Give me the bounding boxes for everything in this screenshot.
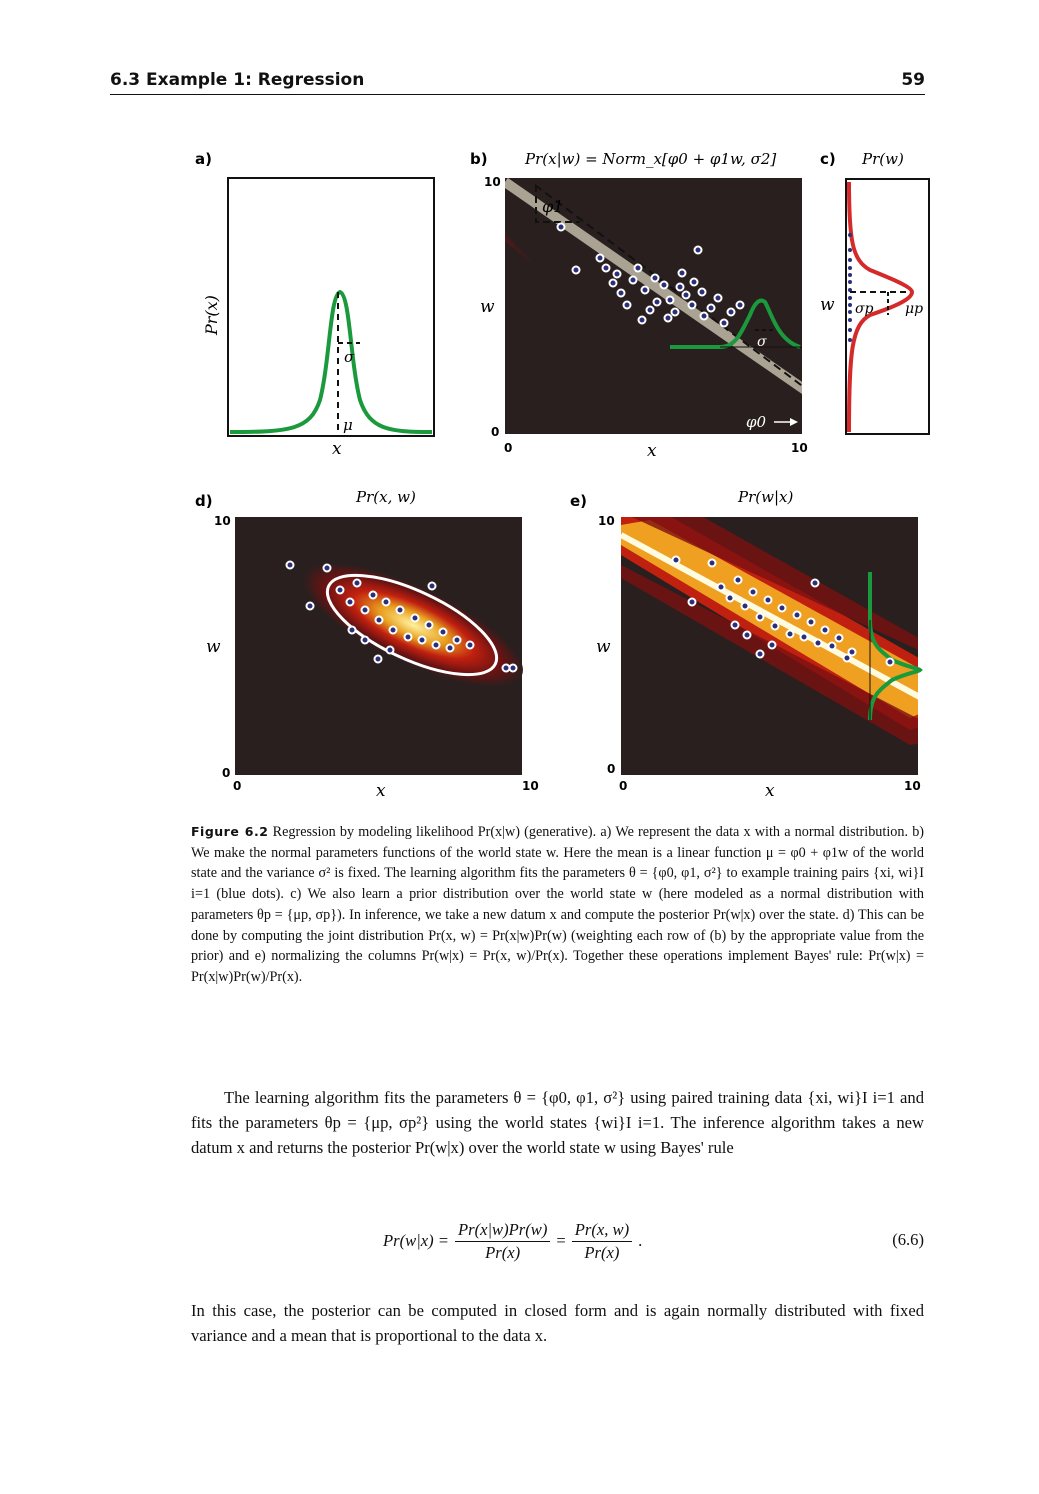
panel-c-sigma-p: σp — [855, 301, 874, 317]
panel-c-letter: c) — [820, 150, 836, 168]
equation-den2: Pr(x) — [584, 1242, 620, 1262]
panel-b-likelihood-band — [505, 178, 802, 434]
panel-b-xmin: 0 — [504, 441, 512, 455]
panel-a-letter: a) — [195, 150, 212, 168]
panel-c-prior — [847, 181, 915, 433]
panel-e-ymax: 10 — [598, 514, 615, 528]
equation-den1: Pr(x) — [485, 1242, 521, 1262]
panel-d-xmin: 0 — [233, 779, 241, 793]
page-number: 59 — [901, 70, 925, 90]
panel-a-sigma: σ — [344, 348, 355, 366]
panel-c-title: Pr(w) — [861, 150, 904, 168]
panel-b-sigma: σ — [757, 334, 767, 350]
figure-6-2: a) σ μ x Pr(x) b) Pr(x|w) = Norm_x[φ0 + … — [180, 140, 940, 820]
body-paragraph-1: The learning algorithm fits the paramete… — [191, 1088, 924, 1157]
panel-c-mu-p: μp — [905, 301, 923, 317]
panel-b-dots — [556, 222, 745, 328]
panel-d-ylabel: w — [206, 637, 221, 657]
panel-a-gaussian — [229, 289, 433, 434]
running-header: 6.3 Example 1: Regression 59 — [110, 68, 925, 95]
caption-text: Regression by modeling likelihood Pr(x|w… — [191, 824, 925, 985]
panel-b-phi1: φ1 — [542, 197, 563, 216]
panel-e-xmax: 10 — [904, 779, 921, 793]
panel-e-ymin: 0 — [607, 762, 615, 776]
equation-number: (6.6) — [892, 1230, 924, 1249]
panel-d-ymin: 0 — [222, 766, 230, 780]
panel-b-xlabel: x — [647, 441, 657, 461]
panel-b-ylabel: w — [480, 297, 495, 317]
panel-e-ylabel: w — [596, 637, 611, 657]
panel-d-xmax: 10 — [522, 779, 539, 793]
panel-c: c) Pr(w) σp μp w — [820, 150, 930, 435]
equation-num1: Pr(x|w)Pr(w) — [455, 1220, 551, 1242]
panel-b-letter: b) — [470, 150, 488, 168]
panel-e-letter: e) — [570, 492, 587, 510]
equation-6-6: Pr(w|x) = Pr(x|w)Pr(w) Pr(x) = Pr(x, w) … — [191, 1208, 924, 1274]
panel-e-xlabel: x — [765, 781, 775, 801]
panel-a: a) σ μ x Pr(x) — [195, 150, 435, 459]
panel-d-contour — [325, 573, 499, 677]
panel-d-joint-density — [303, 563, 523, 687]
panel-b-xmax: 10 — [791, 441, 808, 455]
panel-b-ymax: 10 — [484, 175, 501, 189]
equation-end: . — [638, 1231, 643, 1250]
panel-a-xlabel: x — [332, 439, 342, 459]
body-paragraph-2: In this case, the posterior can be compu… — [191, 1301, 924, 1345]
equation-lhs: Pr(w|x) = — [383, 1231, 449, 1250]
panel-d-dots — [285, 560, 518, 673]
caption-label: Figure 6.2 — [191, 824, 269, 839]
panel-d-letter: d) — [195, 492, 213, 510]
panel-d: d) Pr(x, w) 10 0 0 10 x w — [195, 488, 539, 801]
panel-c-ylabel: w — [820, 295, 835, 315]
panel-e-gaussian — [868, 572, 923, 721]
panel-e-dots — [671, 555, 895, 667]
panel-d-xlabel: x — [376, 781, 386, 801]
panel-e-title: Pr(w|x) — [737, 488, 793, 506]
panel-a-mu: μ — [343, 416, 353, 434]
panel-b-phi0: φ0 — [746, 413, 767, 431]
panel-e: e) Pr(w|x) 10 0 0 10 x w — [570, 488, 923, 801]
equation-num2: Pr(x, w) — [571, 1220, 633, 1242]
panel-b-gaussian — [670, 298, 801, 349]
panel-e-xmin: 0 — [619, 779, 627, 793]
panel-b-title: Pr(x|w) = Norm_x[φ0 + φ1w, σ2] — [524, 150, 776, 168]
equation-eq: = — [556, 1231, 566, 1250]
figure-caption: Figure 6.2 Regression by modeling likeli… — [191, 822, 924, 988]
panel-d-title: Pr(x, w) — [355, 488, 416, 506]
panel-b-ymin: 0 — [491, 425, 499, 439]
panel-d-ymax: 10 — [214, 514, 231, 528]
section-title: 6.3 Example 1: Regression — [110, 70, 365, 90]
panel-b: b) Pr(x|w) = Norm_x[φ0 + φ1w, σ2] φ1 σ φ… — [470, 150, 808, 461]
panel-a-frame — [227, 177, 435, 437]
panel-a-ylabel: Pr(x) — [202, 295, 221, 336]
